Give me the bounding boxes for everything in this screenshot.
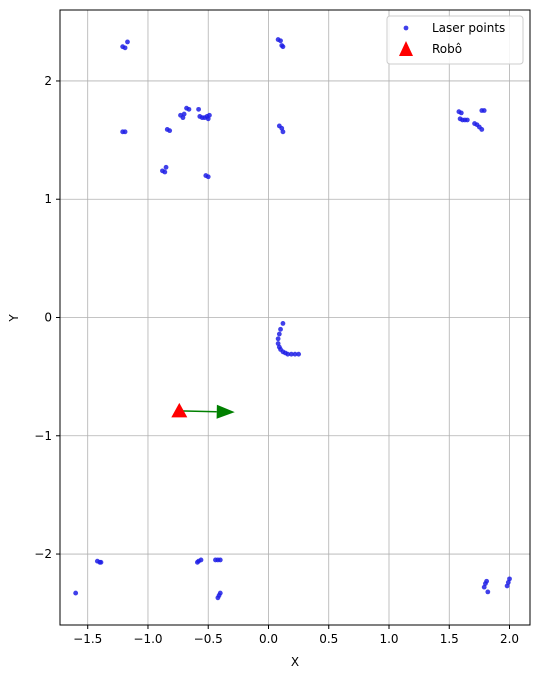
- x-tick-label: 0.0: [259, 632, 278, 646]
- laser-point: [458, 110, 464, 116]
- laser-point: [162, 169, 168, 175]
- laser-point: [292, 351, 298, 357]
- laser-point: [288, 351, 294, 357]
- laser-point: [217, 590, 223, 596]
- laser-point: [285, 351, 291, 357]
- laser-point: [122, 45, 128, 51]
- laser-point: [481, 108, 487, 113]
- laser-point: [196, 106, 201, 112]
- heading-arrow-layer: [179, 404, 235, 419]
- laser-point: [198, 557, 204, 563]
- x-tick-label: 0.5: [319, 632, 338, 646]
- laser-point: [205, 174, 211, 180]
- robot-marker: [171, 402, 188, 418]
- heading-arrow-head: [216, 404, 235, 419]
- legend-label-robot: Robô: [432, 42, 462, 56]
- x-axis-ticks: −1.5 −1.0 −0.5 0.0 0.5 1.0 1.5 2.0: [73, 625, 519, 646]
- laser-point: [507, 576, 512, 582]
- laser-points-layer: [73, 37, 512, 601]
- y-tick-label: −2: [34, 547, 52, 561]
- laser-point: [296, 351, 302, 357]
- y-tick-label: 0: [44, 311, 52, 325]
- laser-point: [276, 331, 282, 337]
- y-tick-label: −1: [34, 429, 52, 443]
- x-tick-label: 1.5: [440, 632, 459, 646]
- x-tick-label: 1.0: [379, 632, 398, 646]
- y-axis-ticks: −2 −1 0 1 2: [34, 74, 60, 561]
- laser-point: [181, 111, 187, 117]
- laser-point: [280, 129, 286, 135]
- laser-point: [167, 128, 173, 134]
- laser-point: [464, 117, 470, 123]
- robot-layer: [171, 402, 188, 418]
- laser-point: [125, 39, 130, 45]
- laser-point: [280, 44, 286, 50]
- y-tick-label: 1: [44, 192, 52, 206]
- laser-point: [98, 559, 104, 565]
- legend-marker-robot: [399, 41, 413, 56]
- grid: [60, 10, 530, 625]
- laser-point: [278, 326, 283, 332]
- legend-box: [386, 15, 524, 65]
- x-tick-label: −0.5: [194, 632, 223, 646]
- laser-point: [122, 129, 128, 135]
- y-axis-title: Y: [7, 314, 21, 323]
- laser-point: [275, 336, 281, 342]
- y-tick-label: 2: [44, 74, 52, 88]
- laser-point: [485, 589, 491, 595]
- laser-point: [163, 164, 169, 170]
- x-axis-title: X: [291, 655, 299, 669]
- laser-point: [479, 127, 485, 132]
- laser-point: [217, 557, 223, 563]
- laser-point: [278, 38, 283, 44]
- heading-arrow-shaft: [179, 410, 217, 413]
- laser-point: [280, 321, 286, 326]
- legend-label-laser-points: Laser points: [432, 21, 505, 35]
- legend-marker-laser-points: [403, 25, 409, 31]
- laser-point: [186, 106, 192, 112]
- x-tick-label: 2.0: [500, 632, 519, 646]
- laser-point: [484, 578, 490, 584]
- legend: Laser points Robô: [386, 15, 524, 65]
- laser-point: [207, 112, 212, 118]
- laser-point: [73, 590, 79, 596]
- x-tick-label: −1.5: [73, 632, 102, 646]
- x-tick-label: −1.0: [133, 632, 162, 646]
